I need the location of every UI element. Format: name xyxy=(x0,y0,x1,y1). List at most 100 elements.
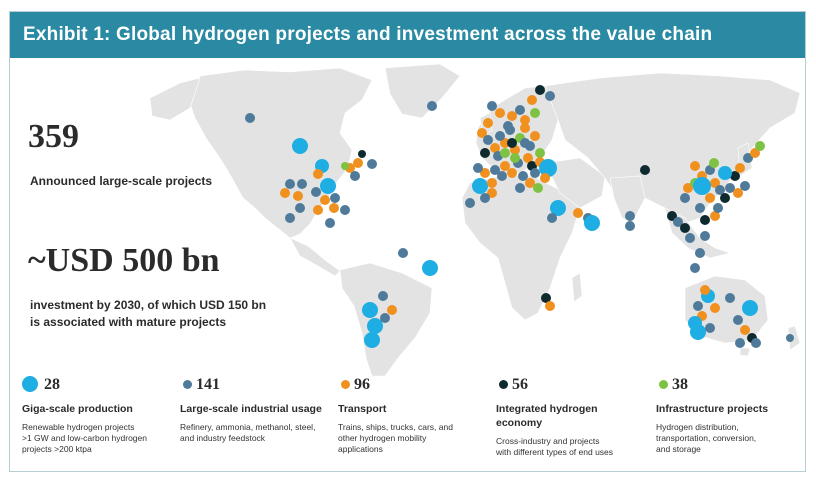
project-marker-transport xyxy=(520,123,530,133)
project-marker-industrial xyxy=(625,211,635,221)
legend-description-line: Refinery, ammonia, methanol, steel, xyxy=(180,422,316,432)
project-marker-industrial xyxy=(733,315,743,325)
project-marker-industrial xyxy=(340,205,350,215)
legend-item-transport: 96 Transport Trains, ships, trucks, cars, … xyxy=(338,374,488,455)
project-marker-industrial xyxy=(325,218,335,228)
legend-description-line: Cross-industry and projects xyxy=(496,436,600,446)
project-marker-integrated xyxy=(680,223,690,233)
project-marker-transport xyxy=(507,168,517,178)
project-marker-industrial xyxy=(518,171,528,181)
project-marker-industrial xyxy=(367,159,377,169)
legend-description-line: Hydrogen distribution, xyxy=(656,422,739,432)
project-marker-infrastructure xyxy=(533,183,543,193)
project-marker-industrial xyxy=(487,101,497,111)
project-marker-industrial xyxy=(515,105,525,115)
legend-item-industrial: 141 Large-scale industrial usage Refinery,… xyxy=(180,374,330,444)
legend-title: Large-scale industrial usage xyxy=(180,403,322,415)
project-marker-integrated xyxy=(640,165,650,175)
project-marker-infrastructure xyxy=(341,162,349,170)
landmass-tasmania xyxy=(739,347,751,357)
project-marker-industrial xyxy=(497,171,507,181)
project-marker-industrial xyxy=(725,293,735,303)
landmass-africa xyxy=(461,175,581,321)
project-marker-transport xyxy=(313,169,323,179)
legend-item-integrated: 56 Integrated hydrogen economy Cross-indus… xyxy=(496,374,646,458)
legend-description: Renewable hydrogen projects >1 GW and low… xyxy=(22,422,172,455)
project-marker-giga xyxy=(364,332,380,348)
project-marker-industrial xyxy=(427,101,437,111)
projects-label: Announced large-scale projects xyxy=(30,174,213,188)
project-marker-industrial xyxy=(673,217,683,227)
landmass-middle-east xyxy=(544,157,606,209)
project-marker-integrated xyxy=(535,85,545,95)
project-marker-industrial xyxy=(700,231,710,241)
legend-description-line: projects >200 ktpa xyxy=(22,444,92,454)
landmass-alaska xyxy=(149,77,201,121)
project-marker-industrial xyxy=(530,168,540,178)
investment-label-line1: investment by 2030, of which USD 150 bn xyxy=(30,298,267,312)
landmass-central-america xyxy=(289,237,341,277)
legend-description-line: other hydrogen mobility xyxy=(338,433,427,443)
project-marker-industrial xyxy=(380,313,390,323)
project-marker-transport xyxy=(710,211,720,221)
project-marker-giga xyxy=(292,138,308,154)
project-marker-industrial xyxy=(693,301,703,311)
project-marker-infrastructure xyxy=(755,141,765,151)
project-marker-transport xyxy=(700,285,710,295)
project-marker-transport xyxy=(545,301,555,311)
project-marker-industrial xyxy=(490,165,500,175)
project-marker-industrial xyxy=(735,338,745,348)
project-marker-industrial xyxy=(398,248,408,258)
project-marker-transport xyxy=(733,188,743,198)
legend-dot-infrastructure xyxy=(659,380,668,389)
project-marker-giga xyxy=(550,200,566,216)
project-marker-transport xyxy=(740,325,750,335)
project-marker-giga xyxy=(367,318,383,334)
project-marker-infrastructure xyxy=(535,148,545,158)
project-marker-transport xyxy=(735,163,745,173)
project-marker-industrial xyxy=(515,183,525,193)
project-marker-industrial xyxy=(545,91,555,101)
legend-description-line: applications xyxy=(338,444,383,454)
project-marker-transport xyxy=(690,161,700,171)
project-marker-infrastructure xyxy=(500,148,510,158)
landmass-madagascar xyxy=(571,272,583,303)
project-marker-industrial xyxy=(503,121,513,131)
project-marker-giga xyxy=(539,159,557,177)
project-marker-industrial xyxy=(713,203,723,213)
project-marker-transport xyxy=(500,138,510,148)
project-marker-transport xyxy=(387,305,397,315)
project-marker-integrated xyxy=(730,171,740,181)
project-marker-industrial xyxy=(311,187,321,197)
legend-title: Integrated hydrogen economy xyxy=(496,403,598,429)
project-marker-industrial xyxy=(465,198,475,208)
legend-title: Giga-scale production xyxy=(22,403,133,415)
project-marker-transport xyxy=(487,188,497,198)
project-marker-transport xyxy=(530,131,540,141)
project-marker-giga xyxy=(718,166,732,180)
legend-description-line: and storage xyxy=(656,444,701,454)
project-marker-transport xyxy=(320,195,330,205)
project-marker-industrial xyxy=(473,163,483,173)
project-marker-transport xyxy=(480,168,490,178)
project-marker-industrial xyxy=(480,193,490,203)
legend-count: 28 xyxy=(44,376,60,393)
exhibit-title: Exhibit 1: Global hydrogen projects and … xyxy=(23,24,713,45)
project-marker-transport xyxy=(573,208,583,218)
project-marker-industrial xyxy=(725,183,735,193)
project-marker-transport xyxy=(520,115,530,125)
project-marker-industrial xyxy=(295,203,305,213)
exhibit-frame: Exhibit 1: Global hydrogen projects and … xyxy=(9,11,806,472)
legend-description-line: and industry feedstock xyxy=(180,433,266,443)
project-marker-industrial xyxy=(786,334,794,342)
project-marker-industrial xyxy=(285,213,295,223)
project-marker-industrial xyxy=(483,135,493,145)
project-marker-industrial xyxy=(625,221,635,231)
project-marker-industrial xyxy=(680,193,690,203)
project-marker-transport xyxy=(500,161,510,171)
legend-item-infrastructure: 38 Infrastructure projects Hydrogen distri… xyxy=(656,374,806,455)
project-marker-giga xyxy=(693,177,711,195)
project-marker-giga xyxy=(472,178,488,194)
legend-description: Hydrogen distribution, transportation, co… xyxy=(656,422,806,455)
legend-title: Infrastructure projects xyxy=(656,403,769,415)
